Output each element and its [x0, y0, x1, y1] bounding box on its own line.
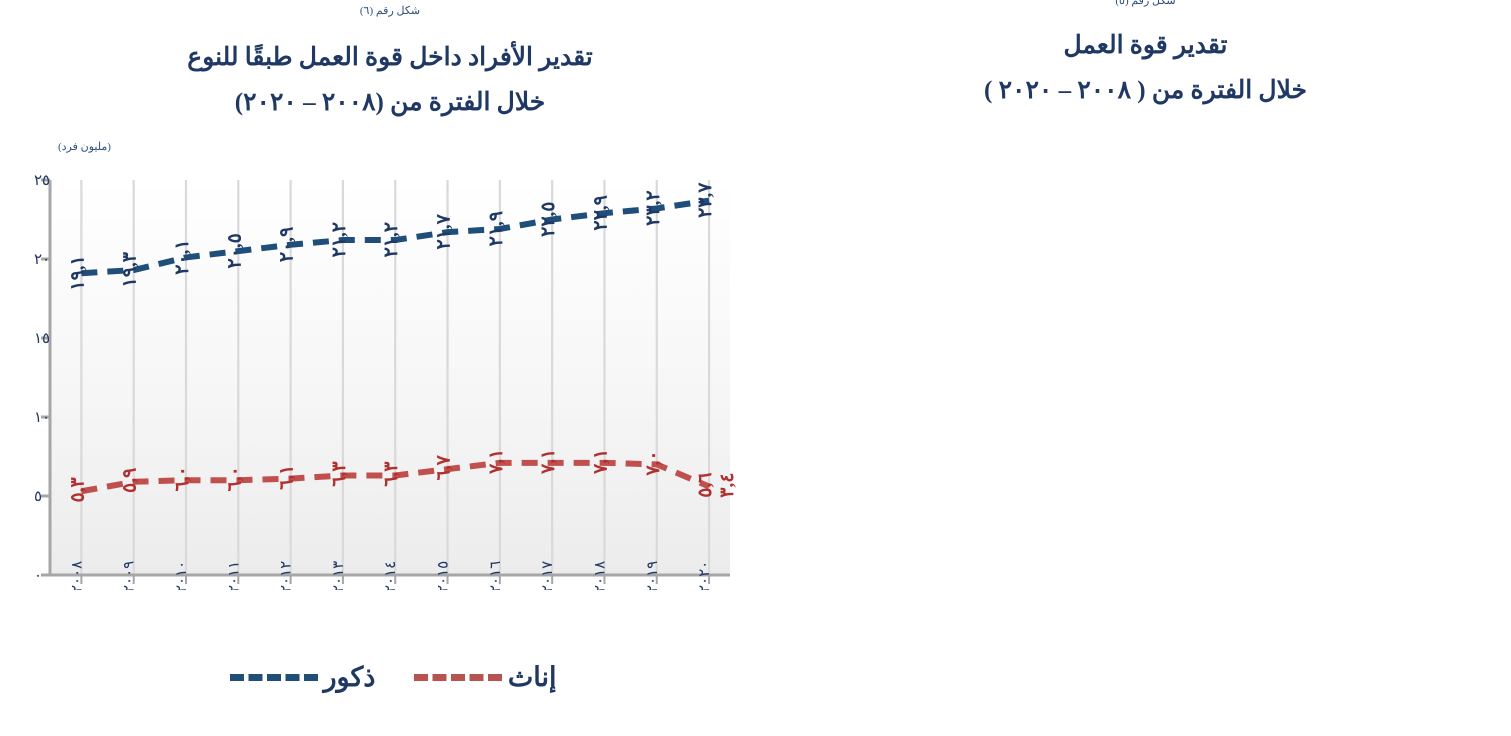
data-label-females: ٧,١	[538, 449, 559, 475]
chart-title-gender-line1: تقدير الأفراد داخل قوة العمل طبقًا للنوع	[187, 44, 593, 71]
data-label-males: ٢٠,٥	[224, 233, 245, 268]
legend-swatch-males-icon	[229, 674, 318, 681]
chart-title-total-line2: خلال الفترة من ( ٢٠٠٨ – ٢٠٢٠ )	[984, 76, 1307, 104]
x-tick-label-gender: ٢٠١٣	[331, 561, 347, 590]
data-label-females: ٦,٣	[381, 461, 402, 487]
x-tick-label-gender: ٢٠١١	[226, 561, 242, 590]
x-tick-label-gender: ٢٠١٥	[436, 561, 452, 590]
y-tick-label-gender: ٥	[34, 489, 42, 505]
chart-title-total-line1: تقدير قوة العمل	[1063, 32, 1228, 59]
data-label-females: ٦,٣	[329, 461, 350, 487]
data-label-females: ٦,١	[277, 465, 298, 490]
data-label-females: ٦,٠	[224, 466, 245, 491]
x-tick-label-gender: ٢٠١٤	[383, 561, 399, 590]
x-tick-label-gender: ٢٠٠٨	[69, 561, 85, 590]
data-label-males: ٢٠,٩	[277, 227, 298, 262]
y-tick-label-gender: ٠	[34, 568, 42, 584]
data-label-males: ٢١,٧	[434, 213, 455, 249]
legend-swatch-females-icon	[413, 674, 502, 681]
data-label-females: ٧,١	[486, 449, 507, 475]
data-label-females: ٦,٠	[172, 466, 193, 491]
x-tick-label-gender: ٢٠١٩	[645, 561, 661, 590]
legend-label-females: إناث	[507, 662, 557, 692]
chart-panel-total: شكل رقم (٥) تقدير قوة العمل خلال الفترة …	[780, 0, 1511, 736]
x-tick-label-gender: ٢٠١٦	[488, 561, 504, 590]
data-label-females: ٥,٦	[695, 473, 716, 498]
data-label-males: ٢١,٢	[329, 222, 350, 257]
data-label-females: ٥,٣	[67, 476, 88, 502]
y-tick-label-gender: ١٥	[34, 331, 50, 347]
y-axis-unit-gender: (مليون فرد)	[58, 141, 111, 153]
data-label-females-extra: ٣,٤	[717, 473, 738, 498]
chart-title-gender: تقدير الأفراد داخل قوة العمل طبقًا للنوع…	[0, 44, 780, 118]
figure-caption-gender: شكل رقم (٦)	[359, 5, 421, 17]
chart-title-total: تقدير قوة العمل خلال الفترة من ( ٢٠٠٨ – …	[780, 32, 1511, 106]
data-label-males: ٢٠,١	[172, 239, 193, 274]
x-tick-label-gender: ٢٠١٠	[174, 561, 190, 590]
data-label-males: ٢١,٩	[486, 211, 507, 246]
data-label-males: ١٩,٣	[120, 251, 141, 287]
x-tick-label-gender: ٢٠١٨	[592, 561, 608, 590]
x-tick-label-gender: ٢٠١٧	[540, 561, 556, 590]
series-line-males	[81, 197, 710, 277]
chart-panel-by-gender: شكل رقم (٦) تقدير الأفراد داخل قوة العمل…	[0, 5, 780, 693]
data-label-males: ١٩,١	[67, 255, 88, 290]
data-label-males: ٢٣,٢	[643, 190, 664, 225]
legend-item-females: إناث	[408, 662, 557, 693]
x-tick-label-gender: ٢٠٠٩	[122, 561, 138, 590]
data-label-males: ٢٣,٧	[695, 182, 716, 218]
plot-area-gender: ٠ ٥ ١٠ ١٥ ٢٠ ٢٥ ٢٠٠٨ ٢٠٠٩ ٢٠١٠ ٢٠١١ ٢٠١٢ ٢٠١٣ ٢٠١٤ ٢٠…	[0, 160, 780, 590]
data-label-females: ٧,٠	[643, 450, 664, 476]
legend-item-males: ذكور	[224, 662, 376, 693]
data-label-males: ٢١,٢	[381, 222, 402, 257]
x-tick-label-gender: ٢٠٢٠	[697, 561, 713, 590]
series-line-females	[80, 459, 711, 495]
figure-caption-total: شكل رقم (٥)	[1115, 0, 1176, 7]
y-tick-label-gender: ١٠	[34, 410, 50, 426]
data-label-males: ٢٢,٥	[538, 202, 559, 237]
data-label-females: ٦,٧	[434, 454, 455, 480]
chart-legend-gender: إناث ذكور	[0, 662, 780, 693]
data-label-males: ٢٢,٩	[590, 195, 611, 230]
data-label-females: ٥,٩	[120, 468, 141, 493]
x-tick-label-gender: ٢٠١٢	[279, 561, 295, 590]
y-tick-label-gender: ٢٠	[34, 252, 50, 268]
legend-label-males: ذكور	[323, 662, 376, 692]
line-chart-gender: ٠ ٥ ١٠ ١٥ ٢٠ ٢٥ ٢٠٠٨ ٢٠٠٩ ٢٠١٠ ٢٠١١ ٢٠١٢ ٢٠١٣ ٢٠١٤ ٢٠…	[34, 173, 738, 590]
chart-title-gender-line2: خلال الفترة من (٢٠٠٨ – ٢٠٢٠)	[234, 88, 546, 116]
data-label-females: ٧,١	[590, 449, 611, 475]
y-tick-label-gender: ٢٥	[34, 173, 50, 189]
